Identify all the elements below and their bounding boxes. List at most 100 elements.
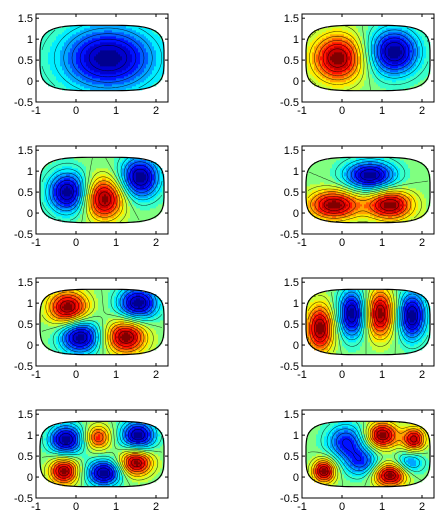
surface-cell bbox=[382, 88, 385, 91]
surface-cell bbox=[68, 44, 71, 47]
surface-cell bbox=[68, 196, 71, 199]
surface-cell bbox=[318, 66, 321, 69]
surface-cell bbox=[148, 84, 151, 87]
surface-cell bbox=[330, 42, 333, 45]
surface-cell bbox=[44, 70, 47, 73]
surface-cell bbox=[96, 216, 99, 219]
surface-cell bbox=[310, 58, 313, 61]
surface-cell bbox=[344, 64, 347, 67]
surface-cell bbox=[62, 56, 65, 59]
surface-cell bbox=[328, 84, 331, 87]
surface-cell bbox=[44, 196, 47, 199]
surface-cell bbox=[144, 78, 147, 81]
surface-cell bbox=[86, 76, 89, 79]
surface-cell bbox=[152, 192, 155, 195]
surface-cell bbox=[412, 68, 415, 71]
surface-cell bbox=[116, 212, 119, 215]
surface-cell bbox=[380, 50, 383, 53]
surface-cell bbox=[74, 180, 77, 183]
surface-cell bbox=[142, 38, 145, 41]
surface-cell bbox=[408, 68, 411, 71]
surface-cell bbox=[374, 32, 377, 35]
surface-cell bbox=[140, 46, 143, 49]
surface-cell bbox=[102, 84, 105, 87]
surface-cell bbox=[52, 48, 55, 51]
surface-cell bbox=[58, 74, 61, 77]
surface-cell bbox=[312, 52, 315, 55]
surface-cell bbox=[346, 74, 349, 77]
surface-cell bbox=[138, 38, 141, 41]
surface-cell bbox=[74, 204, 77, 207]
surface-cell bbox=[388, 88, 391, 91]
surface-cell bbox=[374, 50, 377, 53]
surface-cell bbox=[114, 50, 117, 53]
surface-cell bbox=[318, 52, 321, 55]
surface-cell bbox=[50, 84, 53, 87]
surface-cell bbox=[114, 62, 117, 65]
surface-cell bbox=[58, 50, 61, 53]
surface-cell bbox=[404, 56, 407, 59]
surface-cell bbox=[92, 212, 95, 215]
surface-cell bbox=[98, 44, 101, 47]
surface-cell bbox=[308, 64, 311, 67]
surface-cell bbox=[76, 74, 79, 77]
surface-cell bbox=[420, 36, 423, 39]
surface-cell bbox=[54, 62, 57, 65]
surface-cell bbox=[422, 80, 425, 83]
surface-cell bbox=[416, 70, 419, 73]
surface-cell bbox=[124, 208, 127, 211]
surface-cell bbox=[148, 42, 151, 45]
surface-cell bbox=[350, 64, 353, 67]
surface-cell bbox=[158, 198, 161, 201]
surface-cell bbox=[58, 198, 61, 201]
surface-cell bbox=[358, 78, 361, 81]
surface-cell bbox=[70, 84, 73, 87]
surface-cell bbox=[122, 26, 125, 29]
surface-cell bbox=[100, 86, 103, 89]
surface-cell bbox=[152, 32, 155, 35]
surface-cell bbox=[388, 26, 391, 29]
surface-cell bbox=[150, 194, 153, 197]
surface-cell bbox=[334, 30, 337, 33]
surface-cell bbox=[420, 46, 423, 49]
surface-cell bbox=[104, 54, 107, 57]
surface-cell bbox=[160, 44, 163, 47]
surface-cell bbox=[108, 66, 111, 69]
surface-cell bbox=[110, 186, 113, 189]
surface-cell bbox=[152, 58, 155, 61]
surface-cell bbox=[348, 72, 351, 75]
surface-cell bbox=[56, 44, 59, 47]
surface-cell bbox=[366, 74, 369, 77]
surface-cell bbox=[372, 62, 375, 65]
surface-cell bbox=[54, 54, 57, 57]
surface-cell bbox=[388, 48, 391, 51]
surface-cell bbox=[318, 82, 321, 85]
surface-cell bbox=[102, 56, 105, 59]
surface-cell bbox=[54, 66, 57, 69]
surface-cell bbox=[130, 182, 133, 185]
surface-cell bbox=[374, 54, 377, 57]
surface-cell bbox=[140, 64, 143, 67]
surface-cell bbox=[42, 42, 45, 45]
surface-cell bbox=[396, 82, 399, 85]
surface-cell bbox=[66, 62, 69, 65]
surface-cell bbox=[132, 72, 135, 75]
surface-cell bbox=[404, 74, 407, 77]
surface-cell bbox=[160, 50, 163, 53]
surface-cell bbox=[90, 54, 93, 57]
surface-cell bbox=[84, 204, 87, 207]
surface-cell bbox=[356, 60, 359, 63]
surface-cell bbox=[322, 76, 325, 79]
surface-cell bbox=[122, 52, 125, 55]
surface-cell bbox=[138, 58, 141, 61]
surface-cell bbox=[400, 54, 403, 57]
surface-cell bbox=[426, 52, 429, 55]
surface-cell bbox=[338, 74, 341, 77]
surface-cell bbox=[322, 42, 325, 45]
surface-cell bbox=[150, 66, 153, 69]
surface-cell bbox=[68, 32, 71, 35]
surface-cell bbox=[330, 44, 333, 47]
surface-cell bbox=[360, 82, 363, 85]
surface-cell bbox=[58, 204, 61, 207]
surface-cell bbox=[96, 208, 99, 211]
